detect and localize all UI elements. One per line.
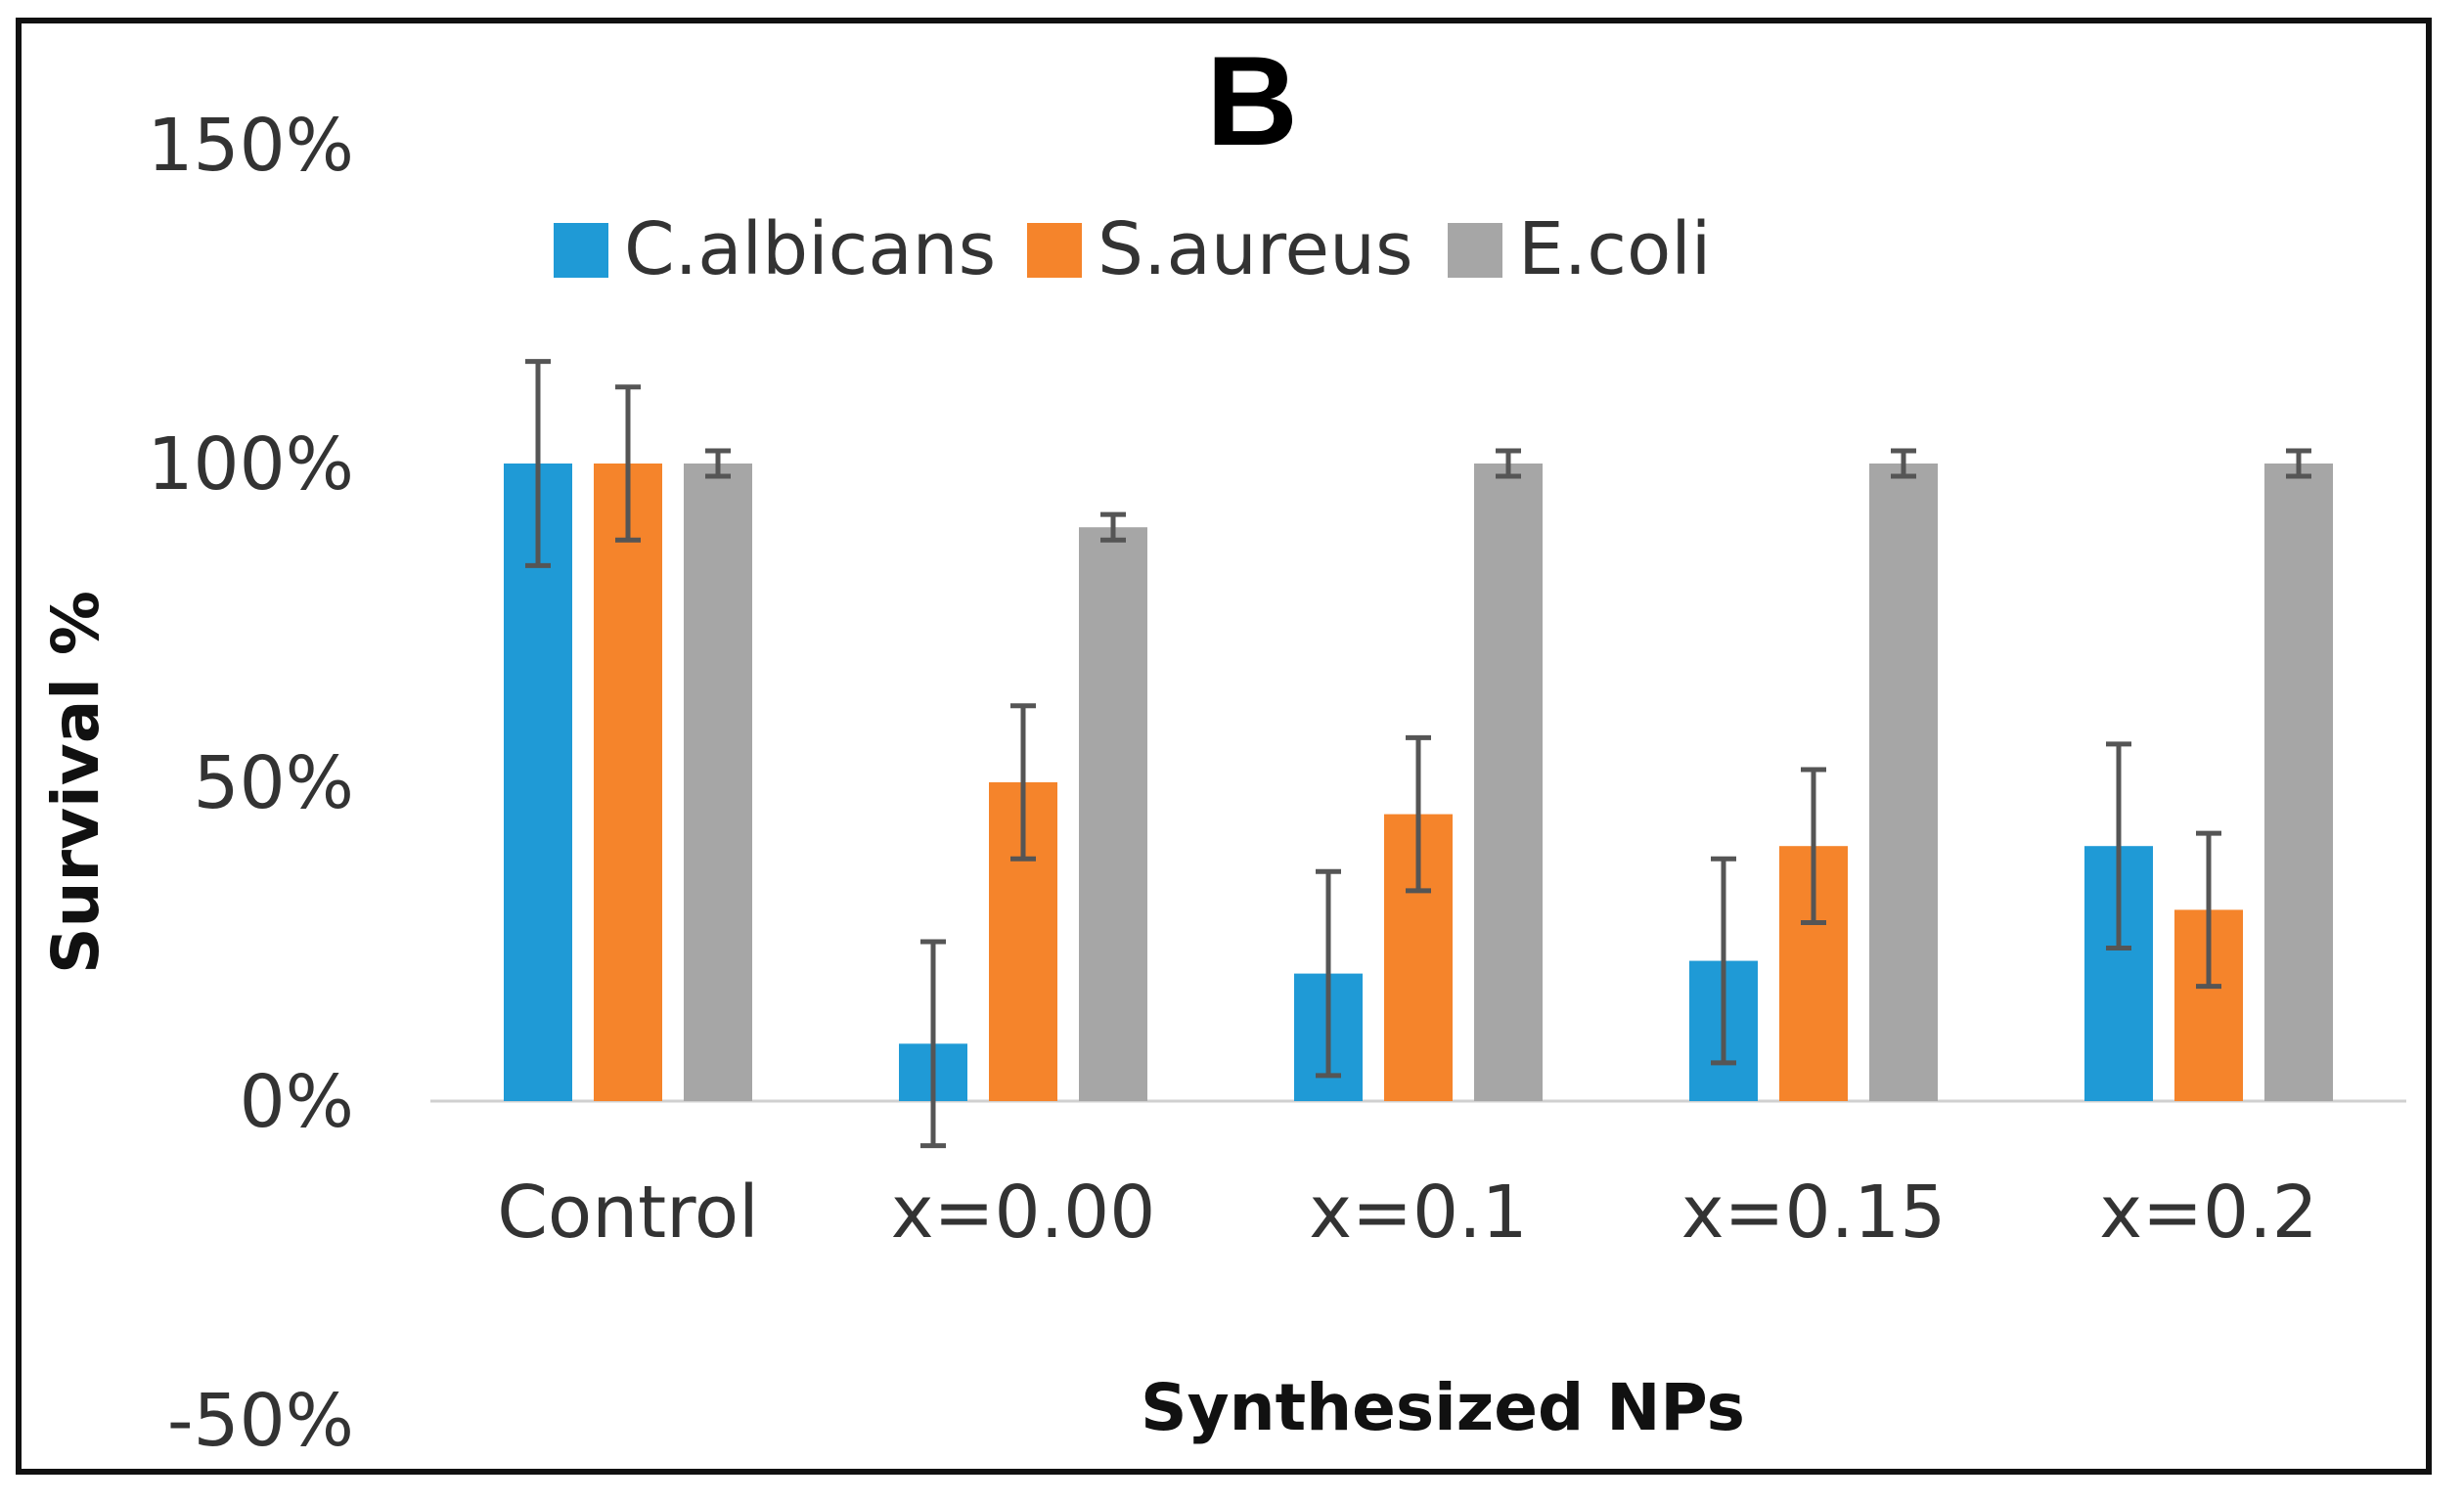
bar-e-coli-4 (2264, 464, 2333, 1101)
error-bar-s-aureus-3 (1801, 767, 1826, 925)
legend-label-e-coli: E.coli (1518, 207, 1711, 291)
error-bar-s-aureus-1 (1010, 703, 1036, 862)
error-bar-e-coli-2 (1496, 448, 1521, 479)
y-tick-label: 50% (194, 741, 354, 825)
bar-s-aureus-0 (594, 464, 662, 1101)
bars (504, 464, 2333, 1101)
error-bar-e-coli-4 (2286, 448, 2311, 479)
x-axis-ticks: Control x=0.00 x=0.1 x=0.15 x=0.2 (497, 1171, 2317, 1255)
legend-swatch-e-coli (1448, 223, 1502, 278)
error-bar-c-albicans-2 (1316, 868, 1341, 1079)
x-tick-label: x=0.15 (1681, 1171, 1947, 1255)
error-bar-s-aureus-2 (1406, 734, 1431, 894)
legend: C.albicans S.aureus E.coli (554, 207, 1711, 291)
chart-frame (16, 18, 2432, 1475)
error-bar-e-coli-3 (1891, 448, 1916, 479)
chart-title: B (1206, 29, 1298, 172)
y-tick-label: 0% (240, 1060, 354, 1144)
x-tick-label: x=0.1 (1309, 1171, 1527, 1255)
error-bar-e-coli-1 (1100, 511, 1126, 543)
bar-e-coli-2 (1474, 464, 1543, 1101)
legend-swatch-c-albicans (554, 223, 608, 278)
error-bar-c-albicans-1 (920, 939, 946, 1149)
error-bar-c-albicans-0 (525, 359, 551, 568)
error-bar-c-albicans-4 (2106, 741, 2131, 951)
bar-e-coli-3 (1869, 464, 1938, 1101)
error-bar-s-aureus-4 (2196, 830, 2221, 990)
error-bar-e-coli-0 (705, 448, 731, 479)
x-axis-title: Synthesized NPs (1141, 1370, 1745, 1445)
bar-c-albicans-0 (504, 464, 572, 1101)
y-tick-label: 100% (147, 422, 354, 507)
legend-label-s-aureus: S.aureus (1098, 207, 1413, 291)
legend-label-c-albicans: C.albicans (624, 207, 996, 291)
error-bars (525, 359, 2311, 1149)
x-tick-label: Control (497, 1171, 759, 1255)
y-tick-label: -50% (167, 1379, 354, 1463)
bar-e-coli-1 (1079, 527, 1147, 1101)
y-axis-ticks: -50% 0% 50% 100% 150% (147, 104, 354, 1463)
x-tick-label: x=0.2 (2099, 1171, 2317, 1255)
x-tick-label: x=0.00 (891, 1171, 1156, 1255)
error-bar-c-albicans-3 (1711, 856, 1736, 1066)
error-bar-s-aureus-0 (615, 384, 641, 543)
bar-e-coli-0 (684, 464, 752, 1101)
y-axis-title: Survival % (38, 591, 113, 974)
y-tick-label: 150% (147, 104, 354, 188)
legend-swatch-s-aureus (1027, 223, 1082, 278)
